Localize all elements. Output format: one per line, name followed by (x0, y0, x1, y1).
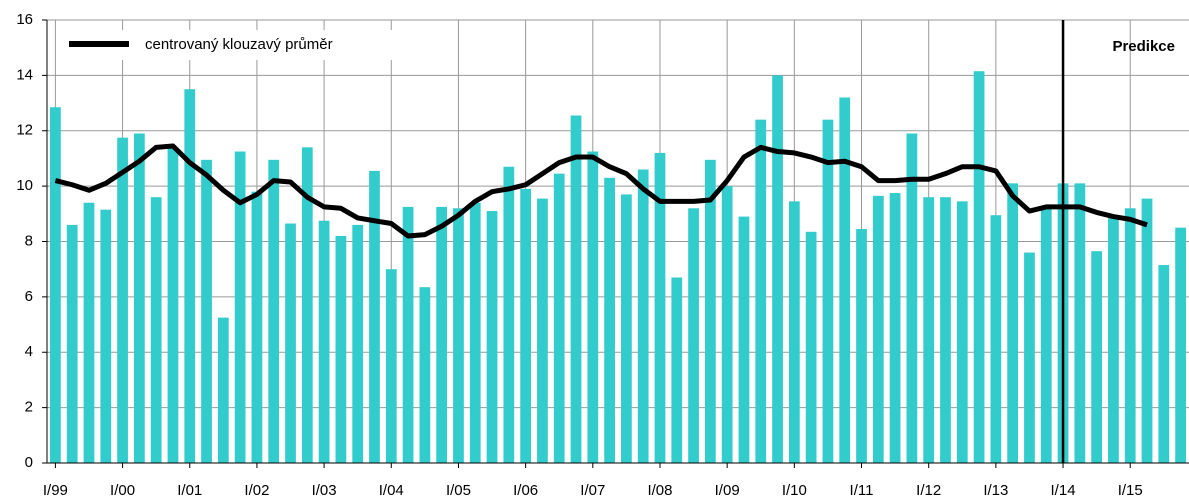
bar (234, 151, 246, 463)
bar (469, 202, 481, 464)
bar (553, 173, 565, 463)
y-tick-label: 6 (25, 288, 33, 305)
bar (436, 206, 448, 463)
bar (755, 119, 767, 464)
bar (217, 317, 229, 463)
x-tick-label: I/04 (379, 482, 404, 499)
bar (486, 211, 498, 463)
bar (1074, 183, 1086, 463)
bar (66, 224, 78, 463)
moving-average-line (54, 143, 1148, 239)
bar (1141, 198, 1153, 463)
bar (453, 208, 464, 463)
bar (369, 170, 380, 463)
y-tick-label: 2 (25, 399, 33, 416)
bar (419, 287, 431, 463)
bar (839, 97, 851, 464)
bar (402, 206, 414, 463)
bar (788, 201, 800, 463)
bar (1091, 251, 1103, 463)
x-tick-label: I/10 (782, 482, 807, 499)
bar (637, 169, 649, 463)
bar (184, 89, 196, 463)
x-tick-label: I/14 (1051, 482, 1076, 499)
bar (621, 194, 632, 463)
x-tick-label: I/01 (177, 482, 202, 499)
bar (117, 137, 128, 463)
y-tick-label: 14 (16, 66, 33, 83)
bar (688, 208, 699, 463)
bar (822, 119, 834, 464)
annotation: Predikce (1112, 38, 1175, 55)
y-tick-label: 0 (25, 454, 33, 471)
x-tick-label: I/09 (715, 482, 740, 499)
bar (133, 133, 145, 464)
bar (1175, 227, 1186, 463)
bar (503, 166, 515, 463)
x-tick-label: I/12 (916, 482, 941, 499)
bar (1124, 208, 1136, 463)
x-tick-label: I/02 (244, 482, 269, 499)
bar (1108, 216, 1119, 463)
bar (856, 229, 867, 463)
bar (973, 71, 985, 464)
bar (1024, 252, 1035, 463)
bar (83, 202, 95, 464)
bar (251, 191, 263, 463)
bar (990, 215, 1002, 463)
bar (335, 235, 347, 463)
x-tick-label: I/13 (983, 482, 1008, 499)
y-tick-label: 16 (16, 11, 33, 28)
y-tick-label: 4 (25, 343, 33, 360)
bar (889, 193, 901, 463)
y-tick-label: 8 (25, 232, 33, 249)
bar (872, 195, 884, 464)
bar (570, 115, 582, 463)
bar (520, 188, 532, 464)
x-tick-label: I/08 (647, 482, 672, 499)
bar (940, 197, 951, 463)
x-tick-label: I/05 (446, 482, 471, 499)
bar (150, 197, 162, 463)
x-tick-label: I/00 (110, 482, 135, 499)
bar (285, 223, 296, 463)
x-tick-label: I/11 (850, 482, 874, 499)
bar (385, 269, 397, 463)
bar (923, 197, 935, 463)
bar (1007, 183, 1019, 463)
x-tick-label: I/06 (513, 482, 538, 499)
x-tick-label: I/99 (43, 482, 68, 499)
y-tick-label: 12 (16, 122, 33, 139)
bar (201, 159, 212, 463)
bar (906, 133, 918, 464)
bar (604, 177, 615, 463)
bar (537, 198, 548, 463)
bar (772, 75, 783, 463)
bar (167, 147, 179, 464)
y-tick-label: 10 (16, 177, 33, 194)
bar (805, 231, 817, 463)
bar (587, 151, 599, 463)
bar (738, 216, 750, 463)
bar (704, 159, 716, 463)
bar (654, 152, 666, 463)
bar (671, 277, 683, 463)
x-tick-label: I/07 (580, 482, 605, 499)
bar (268, 159, 280, 463)
legend-label: centrovaný klouzavý průměr (145, 36, 333, 53)
x-tick-label: I/03 (312, 482, 337, 499)
bar (318, 220, 330, 463)
bar (721, 186, 733, 463)
bar (1040, 208, 1052, 463)
bar (956, 201, 968, 463)
bar (352, 224, 364, 463)
bar (301, 147, 313, 464)
bar (50, 107, 61, 463)
bar (100, 209, 112, 463)
x-tick-label: I/15 (1118, 482, 1143, 499)
bar (1158, 265, 1170, 463)
